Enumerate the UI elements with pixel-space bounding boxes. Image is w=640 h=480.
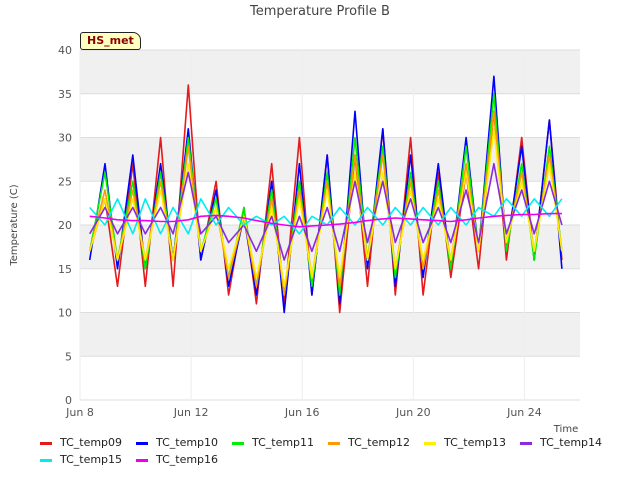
grid-band	[80, 312, 580, 357]
legend-label: TC_temp13	[444, 436, 507, 449]
x-tick-label: Jun 24	[506, 406, 542, 419]
legend-label: TC_temp16	[156, 453, 219, 466]
series-line-TC_temp16	[89, 212, 562, 228]
legend-item: TC_temp15	[40, 453, 122, 467]
axis-ticks: 0 5 10 15 20 25 30 35 40 Jun 8 Jun 12 Jun 16 Jun 20 J…	[58, 44, 542, 419]
legend-label: TC_temp14	[540, 436, 603, 449]
legend-swatch	[136, 458, 148, 462]
chart-title: Temperature Profile B	[249, 4, 390, 19]
legend-item: TC_temp13	[424, 436, 506, 450]
legend-item: TC_temp11	[232, 436, 314, 450]
x-tick-label: Jun 20	[395, 406, 431, 419]
series-line-TC_temp14	[89, 162, 563, 261]
legend-item: TC_temp12	[328, 436, 410, 450]
y-tick-label: 15	[58, 263, 72, 276]
legend-item: TC_temp09	[40, 436, 122, 450]
legend-swatch	[328, 441, 340, 445]
y-tick-label: 25	[58, 175, 72, 188]
x-axis-label: Time	[553, 424, 578, 435]
y-tick-label: 5	[65, 350, 72, 363]
y-tick-label: 20	[58, 219, 72, 232]
legend-label: TC_temp11	[252, 436, 315, 449]
y-tick-label: 10	[58, 307, 72, 320]
legend-label: TC_temp09	[60, 436, 123, 449]
series-layer	[88, 75, 563, 314]
y-tick-label: 0	[65, 394, 72, 407]
legend-swatch	[520, 441, 532, 445]
x-tick-label: Jun 12	[173, 406, 209, 419]
station-badge: HS_met	[80, 32, 141, 50]
y-axis-label: Temperature (C)	[9, 184, 20, 266]
legend-swatch	[136, 441, 148, 445]
y-tick-label: 40	[58, 44, 72, 57]
legend-label: TC_temp10	[156, 436, 219, 449]
legend-item: TC_temp10	[136, 436, 218, 450]
x-tick-label: Jun 8	[65, 406, 94, 419]
grid-band	[80, 50, 580, 94]
legend-swatch	[40, 441, 52, 445]
y-tick-label: 30	[58, 132, 72, 145]
legend-label: TC_temp12	[348, 436, 411, 449]
y-tick-label: 35	[58, 88, 72, 101]
x-tick-label: Jun 16	[284, 406, 320, 419]
legend-swatch	[424, 441, 436, 445]
grid-band	[80, 225, 580, 269]
legend-swatch	[40, 458, 52, 462]
legend-item: TC_temp16	[136, 453, 218, 467]
grid-band	[80, 137, 580, 182]
legend-item: TC_temp14	[520, 436, 602, 450]
legend-label: TC_temp15	[60, 453, 123, 466]
legend-swatch	[232, 441, 244, 445]
